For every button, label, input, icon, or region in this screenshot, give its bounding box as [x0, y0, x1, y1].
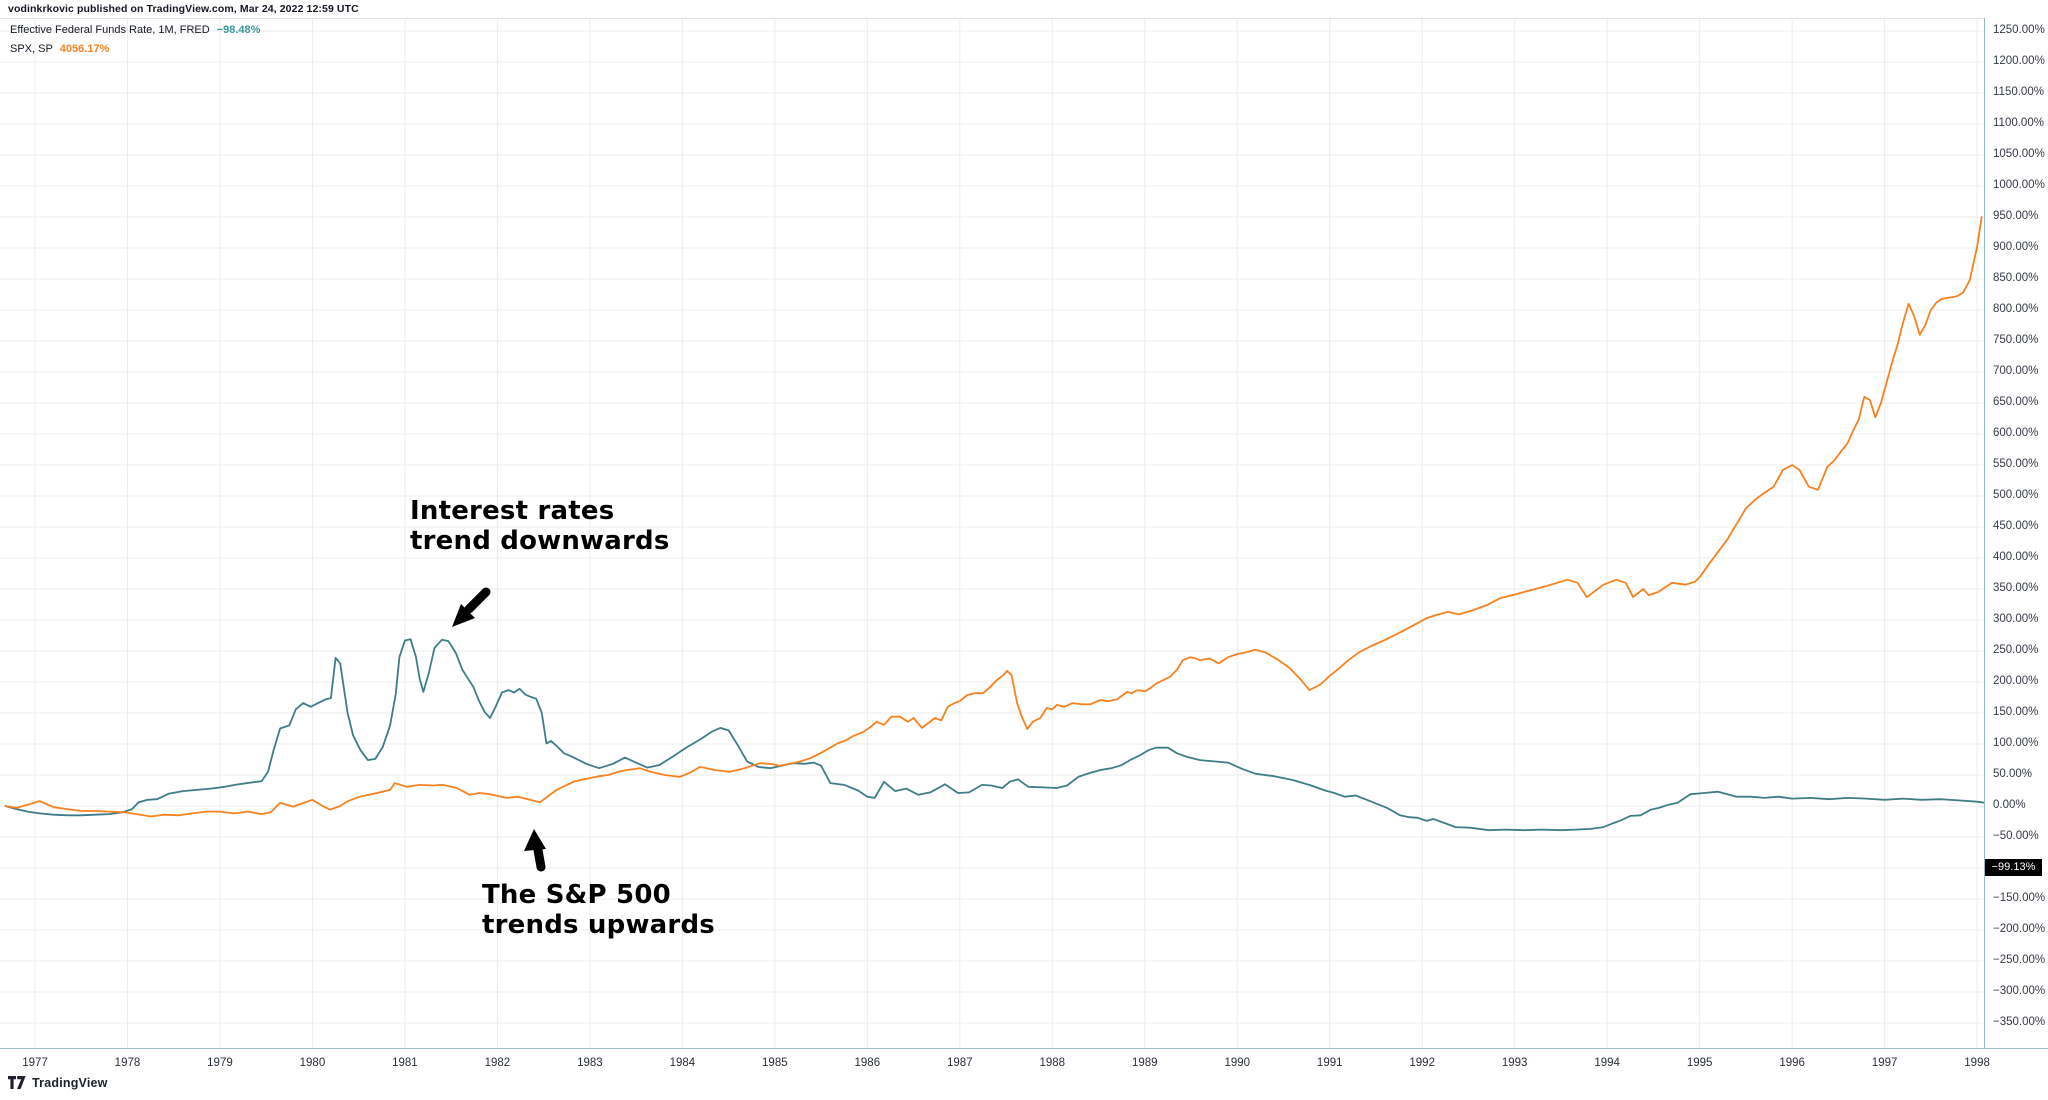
price-axis-label: 450.00% [1993, 520, 2039, 532]
time-axis-label: 1987 [947, 1057, 973, 1069]
annotation-interest-rates-line2: trend downwards [410, 526, 670, 556]
price-axis-label: 1000.00% [1993, 179, 2045, 191]
up-arrow-icon [524, 829, 546, 872]
price-axis-scale[interactable]: 1250.00% 1200.00% 1150.00% 1100.00% 1050.00%… [1984, 18, 2048, 1048]
last-price-badge: −99.13% [1985, 858, 2042, 876]
spx-series-line [4, 216, 1983, 818]
price-axis-label: 900.00% [1993, 241, 2039, 253]
time-axis-label: 1980 [299, 1057, 326, 1069]
annotation-interest-rates-line1: Interest rates [410, 496, 615, 526]
time-axis-label: 1989 [1131, 1057, 1158, 1069]
time-axis-label: 1984 [669, 1057, 696, 1069]
time-axis-label: 1979 [207, 1057, 233, 1069]
price-axis-label: −250.00% [1993, 954, 2046, 966]
price-axis-label: 1050.00% [1993, 148, 2045, 160]
time-axis-label: 1986 [854, 1057, 881, 1069]
price-axis-label: 600.00% [1993, 427, 2039, 439]
price-axis-label: 0.00% [1993, 799, 2026, 811]
legend-series-spx-value: 4056.17% [59, 43, 110, 55]
price-axis-label: 400.00% [1993, 551, 2039, 563]
time-axis-label: 1992 [1409, 1057, 1435, 1069]
legend-series-fed-funds-value: −98.48% [216, 24, 261, 36]
legend-series-fed-funds[interactable]: Effective Federal Funds Rate, 1M, FRED −9… [10, 20, 260, 39]
time-axis-label: 1996 [1779, 1057, 1805, 1069]
time-axis-label: 1993 [1501, 1057, 1528, 1069]
time-axis-label: 1985 [762, 1057, 788, 1069]
price-axis-label: 750.00% [1993, 334, 2039, 346]
annotation-interest-rates: Interest rates trend downwards [410, 496, 670, 556]
price-axis-label: 200.00% [1993, 675, 2039, 687]
price-axis-label: 650.00% [1993, 396, 2039, 408]
price-axis-label: 800.00% [1993, 303, 2039, 315]
time-axis-label: 1983 [577, 1057, 603, 1069]
price-axis-label: −350.00% [1993, 1016, 2046, 1028]
price-axis-label: 1100.00% [1993, 117, 2044, 129]
legend-series-fed-funds-name: Effective Federal Funds Rate, 1M, FRED [10, 24, 210, 36]
price-axis-label: −300.00% [1993, 985, 2046, 997]
legend-series-spx[interactable]: SPX, SP 4056.17% [10, 39, 260, 58]
publish-attribution: vodinkrkovic published on TradingView.co… [8, 3, 359, 15]
price-axis-label: 150.00% [1993, 706, 2039, 718]
fed-funds-series-line [4, 638, 1984, 832]
annotation-sp500-line1: The S&P 500 [482, 880, 671, 910]
time-axis-label: 1998 [1964, 1057, 1990, 1069]
price-axis-label: 700.00% [1993, 365, 2039, 377]
time-axis-scale[interactable]: 1977 1978 1979 1980 1981 1982 1983 1984 1985 1986… [0, 1048, 2048, 1079]
time-axis-label: 1982 [484, 1057, 511, 1069]
chart-plot-area[interactable]: Effective Federal Funds Rate, 1M, FRED −9… [0, 0, 1984, 1048]
time-axis-label: 1990 [1224, 1057, 1251, 1069]
tradingview-branding[interactable]: TradingView [8, 1076, 108, 1090]
time-axis-label: 1977 [22, 1057, 48, 1069]
grid-horizontal-lines [0, 30, 1984, 1024]
time-axis-label: 1981 [392, 1057, 418, 1069]
tradingview-brand-text: TradingView [32, 1076, 108, 1090]
tradingview-logo-icon [8, 1076, 26, 1089]
price-axis-label: −150.00% [1993, 892, 2046, 904]
time-axis-label: 1978 [114, 1057, 141, 1069]
price-axis-label: 1150.00% [1993, 86, 2044, 98]
price-axis-label: 300.00% [1993, 613, 2039, 625]
price-axis-label: 1200.00% [1993, 55, 2045, 67]
time-axis-label: 1997 [1871, 1057, 1898, 1069]
annotation-sp500: The S&P 500 trends upwards [482, 880, 715, 940]
price-chart-svg [0, 18, 1984, 1048]
price-axis-label: 350.00% [1993, 582, 2039, 594]
time-axis-label: 1988 [1039, 1057, 1066, 1069]
down-left-arrow-icon [452, 587, 491, 627]
price-axis-label: 100.00% [1993, 737, 2039, 749]
grid-vertical-lines [34, 18, 1978, 1048]
time-axis-label: 1995 [1686, 1057, 1713, 1069]
price-axis-label: −200.00% [1993, 923, 2046, 935]
price-axis-label: 550.00% [1993, 458, 2039, 470]
price-axis-label: 250.00% [1993, 644, 2039, 656]
time-axis-label: 1994 [1594, 1057, 1620, 1069]
time-axis-label: 1991 [1316, 1057, 1343, 1069]
price-axis-label: 950.00% [1993, 210, 2039, 222]
price-axis-label: 500.00% [1993, 489, 2039, 501]
price-axis-label: 850.00% [1993, 272, 2039, 284]
price-axis-label: −50.00% [1993, 830, 2039, 842]
legend-series-spx-name: SPX, SP [10, 43, 53, 55]
chart-legend: Effective Federal Funds Rate, 1M, FRED −9… [10, 20, 260, 58]
annotation-sp500-line2: trends upwards [482, 910, 715, 940]
price-axis-label: 1250.00% [1993, 24, 2045, 36]
price-axis-label: 50.00% [1993, 768, 2033, 780]
